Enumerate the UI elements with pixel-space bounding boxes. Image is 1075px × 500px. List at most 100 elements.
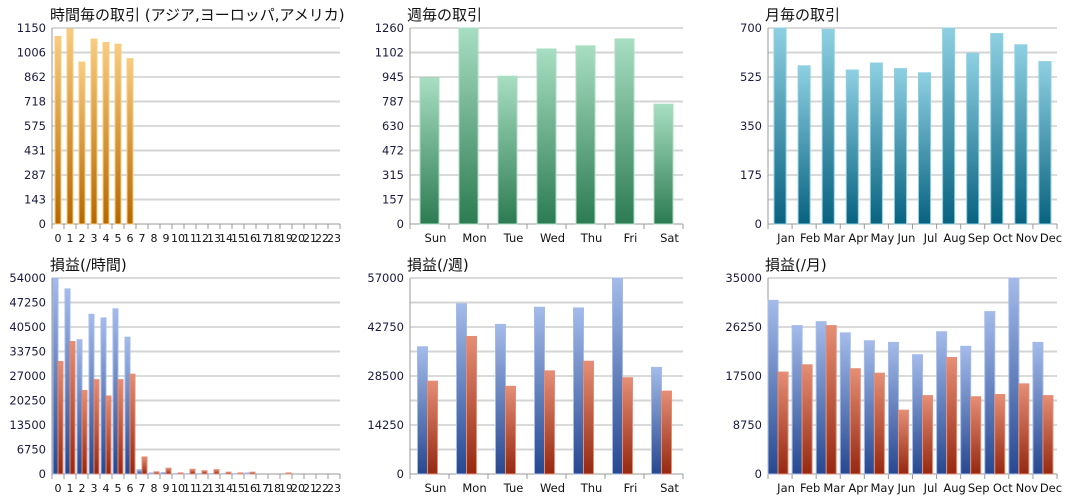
profit-bar: [612, 277, 623, 475]
x-tick-label: Oct: [993, 231, 1013, 245]
loss-bar: [946, 357, 958, 475]
loss-bar: [69, 341, 76, 475]
x-tick-label: 21: [303, 232, 317, 245]
y-tick-label: 0: [397, 217, 404, 231]
x-tick-label: 8: [151, 232, 158, 245]
trades-bar: [990, 33, 1004, 225]
y-tick-label: 57000: [367, 271, 404, 285]
x-tick-label: 18: [267, 482, 281, 495]
profit-bar: [887, 341, 899, 475]
y-tick-label: 630: [382, 119, 404, 133]
y-tick-label: 0: [397, 467, 404, 481]
loss-bar: [249, 471, 256, 475]
loss-bar: [141, 456, 148, 475]
y-tick-label: 431: [24, 144, 46, 158]
x-tick-label: 10: [171, 482, 185, 495]
x-tick-label: Apr: [848, 481, 868, 495]
x-tick-label: Sep: [968, 481, 990, 495]
loss-bar: [505, 385, 516, 475]
y-tick-label: 35000: [725, 271, 762, 285]
x-tick-label: Feb: [800, 231, 820, 245]
x-tick-label: Jun: [896, 481, 915, 495]
x-tick-label: Aug: [943, 481, 965, 495]
y-tick-label: 13500: [9, 418, 46, 432]
profit-bar: [52, 277, 59, 475]
y-tick-label: 0: [39, 467, 46, 481]
x-tick-label: 19: [279, 232, 293, 245]
profit-bar: [160, 472, 167, 475]
trades-bar: [575, 45, 596, 225]
x-tick-label: May: [870, 481, 894, 495]
y-tick-label: 28500: [367, 369, 404, 383]
trades-bar: [102, 41, 110, 225]
x-tick-label: 13: [207, 482, 221, 495]
trades-bar: [773, 27, 787, 225]
x-tick-label: 20: [291, 482, 305, 495]
profit-bar: [839, 332, 851, 475]
x-tick-label: Jul: [923, 231, 938, 245]
loss-bar: [57, 360, 64, 475]
loss-bar: [849, 368, 861, 475]
y-tick-label: 862: [24, 70, 46, 84]
x-tick-label: Jan: [776, 231, 795, 245]
y-tick-label: 0: [39, 217, 46, 231]
x-tick-label: 14: [219, 482, 233, 495]
x-tick-label: 9: [163, 482, 170, 495]
x-tick-label: Aug: [943, 231, 965, 245]
x-tick-label: 17: [255, 482, 269, 495]
y-tick-label: 287: [24, 168, 46, 182]
x-tick-label: 5: [115, 482, 122, 495]
x-tick-label: May: [870, 231, 894, 245]
profit-bar: [76, 339, 83, 475]
y-tick-label: 575: [24, 119, 46, 133]
trades-bar: [797, 65, 811, 225]
chart-3: 損益(/時間)067501350020250270003375040500472…: [9, 256, 341, 495]
y-tick-label: 42750: [367, 320, 404, 334]
profit-bar: [936, 331, 948, 475]
y-tick-label: 700: [740, 21, 762, 35]
loss-bar: [825, 325, 837, 475]
y-tick-label: 1102: [375, 46, 404, 60]
trades-bar: [90, 38, 98, 225]
x-tick-label: Wed: [540, 481, 565, 495]
trades-bar: [614, 38, 635, 225]
x-tick-label: 23: [327, 482, 341, 495]
x-tick-label: Tue: [503, 481, 524, 495]
y-tick-label: 14250: [367, 418, 404, 432]
y-tick-label: 40500: [9, 320, 46, 334]
x-tick-label: Mon: [462, 231, 486, 245]
x-tick-label: 0: [55, 232, 62, 245]
x-tick-label: Feb: [800, 481, 820, 495]
y-tick-label: 525: [740, 70, 762, 84]
x-tick-label: 20: [291, 232, 305, 245]
x-tick-label: 3: [91, 482, 98, 495]
x-tick-label: Mon: [462, 481, 486, 495]
x-tick-label: Jun: [896, 231, 915, 245]
y-tick-label: 787: [382, 95, 404, 109]
x-tick-label: 3: [91, 232, 98, 245]
chart-4: 損益(/週) 0 14250 28500 42750 57000 Sun Mon Tue Wed T…: [367, 256, 684, 495]
profit-bar: [1008, 277, 1020, 475]
trades-bar: [458, 27, 479, 225]
x-tick-label: 6: [127, 232, 134, 245]
y-tick-label: 0: [755, 467, 762, 481]
chart-title: 月毎の取引: [765, 6, 840, 24]
y-tick-label: 0: [755, 217, 762, 231]
trades-bar: [114, 43, 122, 225]
profit-bar: [815, 321, 827, 475]
loss-bar: [225, 471, 232, 475]
y-tick-label: 175: [740, 168, 762, 182]
x-tick-label: 1: [67, 232, 74, 245]
loss-bar: [285, 472, 292, 475]
chart-0: 時間毎の取引 (アジア,ヨーロッパ,アメリカ)01432874315757188…: [17, 6, 345, 245]
x-tick-label: 23: [327, 232, 341, 245]
trades-bar: [78, 61, 86, 225]
x-tick-label: 2: [79, 232, 86, 245]
loss-bar: [189, 468, 196, 475]
loss-bar: [177, 472, 184, 475]
chart-1: 週毎の取引 0 157 315 472 630 787 945 1102 1260 Sun Mon Tu…: [375, 6, 684, 245]
trades-bar: [54, 36, 62, 225]
x-tick-label: 15: [231, 482, 245, 495]
y-tick-label: 1260: [375, 21, 404, 35]
y-tick-label: 54000: [9, 271, 46, 285]
